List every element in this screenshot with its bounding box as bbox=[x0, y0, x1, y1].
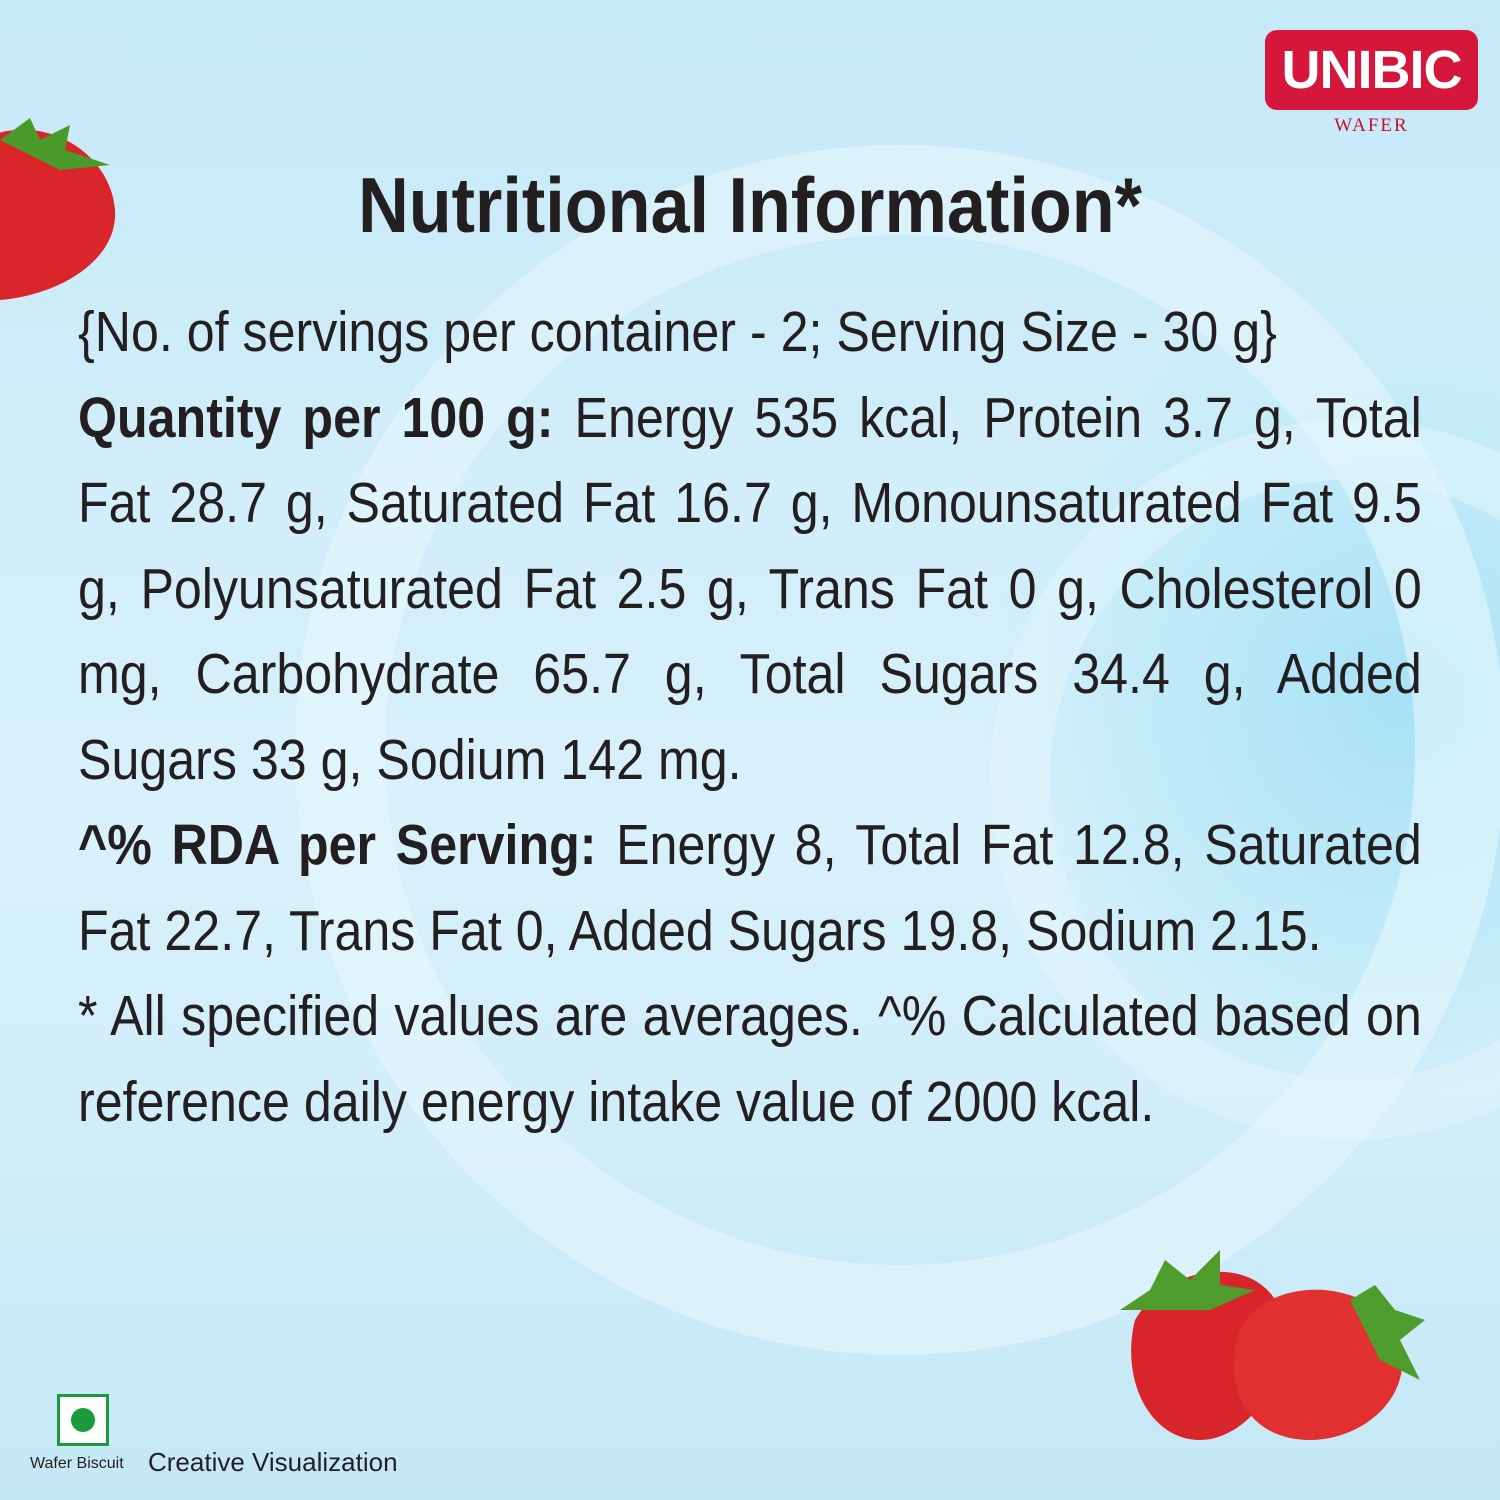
disclaimer: Creative Visualization bbox=[148, 1447, 398, 1477]
strawberry bbox=[0, 118, 116, 300]
rda-text: Energy 8, Total Fat 12.8, Saturated Fat … bbox=[78, 813, 1422, 963]
veg-mark bbox=[57, 1394, 109, 1446]
strawberries bbox=[1120, 1250, 1425, 1440]
rda: ^% RDA per Serving: Energy 8, Total Fat … bbox=[78, 803, 1422, 974]
brand-logo: UNIBIC bbox=[1265, 30, 1478, 110]
nutrition-text: {No. of servings per container - 2; Serv… bbox=[78, 290, 1422, 1145]
quantity: Quantity per 100 g: Energy 535 kcal, Pro… bbox=[78, 376, 1422, 804]
quantity-label: Quantity per 100 g: bbox=[78, 385, 554, 450]
rda-label: ^% RDA per Serving: bbox=[78, 813, 597, 877]
title: Nutritional Information* bbox=[358, 161, 1142, 249]
brand-subtitle: WAFER bbox=[1334, 115, 1409, 136]
quantity-text: Energy 535 kcal, Protein 3.7 g, Total Fa… bbox=[78, 385, 1422, 792]
servings: {No. of servings per container - 2; Serv… bbox=[78, 300, 1277, 364]
veg-label: Wafer Biscuit bbox=[30, 1455, 124, 1472]
footnote: * All specified values are averages. ^% … bbox=[78, 984, 1422, 1134]
